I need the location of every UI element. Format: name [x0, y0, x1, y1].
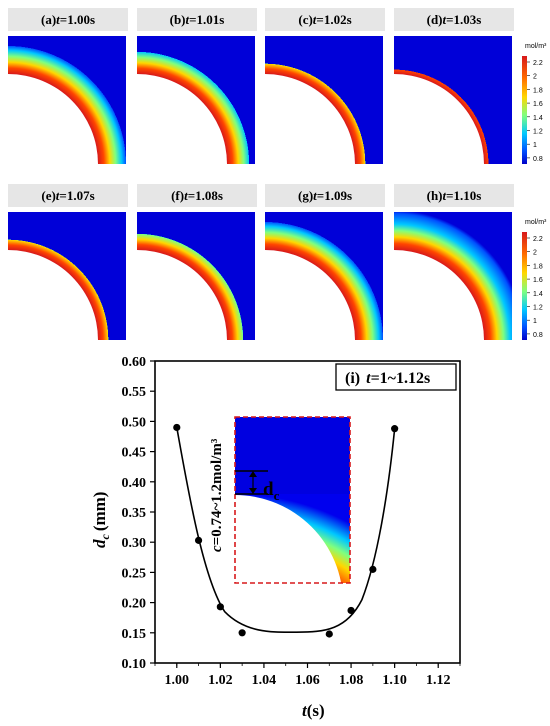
heatmap-panel: (g)t=1.09s [265, 184, 385, 340]
colorbar-tick-label: 1.4 [533, 291, 543, 298]
y-tick-label: 0.25 [122, 566, 147, 581]
y-tick-label: 0.35 [122, 506, 147, 521]
inset-concentration-label: c=0.74~1.2mol/m³ [209, 438, 225, 552]
x-tick-label: 1.04 [252, 673, 277, 688]
droplet-region [394, 250, 484, 340]
panel-header [394, 8, 514, 31]
panel-title: (e)t=1.07s [41, 188, 94, 203]
colorbar-tick-label: 0.8 [533, 156, 543, 163]
y-tick-label: 0.40 [122, 476, 147, 491]
x-axis-label: t(s) [302, 701, 325, 720]
data-point [194, 536, 203, 544]
inset-heatmap: dc c=0.74~1.2mol/m³ [209, 416, 351, 584]
colorbar-tick-label: 2.2 [533, 236, 543, 243]
colorbar-tick-label: 0.8 [533, 332, 543, 339]
panel-title: (d)t=1.03s [427, 12, 482, 27]
droplet-region [137, 250, 227, 340]
heatmap-panel: (a)t=1.00s [8, 8, 128, 164]
y-tick-label: 0.55 [122, 385, 147, 400]
data-point [238, 629, 246, 637]
colorbar-tick-label: 1 [533, 318, 537, 325]
colorbar-tick-label: 1.2 [533, 305, 543, 312]
colorbar-tick-label: 1.6 [533, 101, 543, 108]
data-point [325, 630, 333, 638]
x-tick-label: 1.06 [295, 673, 320, 688]
chart-title-box [335, 363, 457, 391]
y-tick-label: 0.60 [122, 355, 147, 370]
heatmap-panels: (a)t=1.00s (b)t=1.01s (c)t=1.02s (d)t=1.03s… [8, 8, 514, 340]
panel-header [394, 184, 514, 207]
heatmap-panel: (h)t=1.10s [394, 184, 514, 340]
panel-header [8, 8, 128, 31]
heatmap-panel: (b)t=1.01s [137, 8, 257, 164]
dc-vs-time-chart: 1.00 1.02 1.04 1.06 1.08 1.10 1.12 0.10 0.15 0.20… [90, 355, 461, 720]
y-tick-label: 0.10 [122, 657, 147, 672]
data-point [173, 423, 181, 432]
data-point [369, 565, 377, 573]
colorbar-tick-label: 2.2 [533, 60, 543, 67]
chart-title: (i) t=1~1.12s [345, 370, 430, 387]
panel-header [265, 184, 385, 207]
colorbar-tick-label: 1.6 [533, 277, 543, 284]
x-tick-label: 1.08 [339, 673, 364, 688]
panel-title: (a)t=1.00s [41, 12, 95, 27]
droplet-region [394, 74, 484, 164]
data-point [347, 606, 355, 615]
colorbars: mol/m³ 2.2 2 1.8 1.6 1.4 1.2 1 0.8 mol/m³ 2.2 2 1.8 1… [522, 43, 547, 340]
panel-title: (g)t=1.09s [298, 188, 352, 203]
colorbar-tick-label: 1.8 [533, 87, 543, 94]
droplet-region [8, 74, 98, 164]
colorbar-tick-label: 1.2 [533, 129, 543, 136]
panel-header [265, 8, 385, 31]
colorbar-unit: mol/m³ [525, 219, 547, 226]
panel-title: (c)t=1.02s [298, 12, 351, 27]
x-tick-label: 1.00 [165, 673, 190, 688]
inset-border [234, 416, 351, 584]
colorbar-scale [522, 56, 527, 164]
x-tick-label: 1.02 [208, 673, 233, 688]
panel-title: (f)t=1.08s [171, 188, 223, 203]
droplet-region [265, 250, 355, 340]
series-layer [173, 423, 399, 638]
data-point [216, 603, 224, 611]
panel-header [8, 184, 128, 207]
heatmap-panel: (e)t=1.07s [8, 184, 128, 340]
heatmap-panel: (c)t=1.02s [265, 8, 385, 164]
y-tick-label: 0.15 [122, 627, 147, 642]
panel-title: (h)t=1.10s [427, 188, 482, 203]
heatmap-panel: (d)t=1.03s [394, 8, 514, 164]
droplet-region [265, 74, 355, 164]
colorbar-unit: mol/m³ [525, 43, 547, 50]
droplet-region [8, 250, 98, 340]
colorbar-tick-label: 2 [533, 250, 537, 257]
colorbar: mol/m³ 2.2 2 1.8 1.6 1.4 1.2 1 0.8 [522, 219, 547, 340]
y-tick-label: 0.45 [122, 446, 147, 461]
droplet-region [137, 74, 227, 164]
panel-title: (b)t=1.01s [170, 12, 225, 27]
y-axis-label: dc(mm) [90, 492, 112, 548]
panel-header [137, 184, 257, 207]
dc-marker-label: dc [263, 479, 280, 503]
colorbar-tick-label: 2 [533, 74, 537, 81]
heatmap-panel: (f)t=1.08s [137, 184, 257, 340]
y-tick-label: 0.50 [122, 415, 147, 430]
y-tick-label: 0.30 [122, 536, 147, 551]
colorbar: mol/m³ 2.2 2 1.8 1.6 1.4 1.2 1 0.8 [522, 43, 547, 164]
colorbar-tick-label: 1 [533, 142, 537, 149]
x-tick-label: 1.12 [426, 673, 451, 688]
panel-header [137, 8, 257, 31]
axis-ticks: 1.00 1.02 1.04 1.06 1.08 1.10 1.12 0.10 0.15 0.20… [122, 355, 461, 688]
data-point [391, 425, 399, 433]
x-tick-label: 1.10 [382, 673, 407, 688]
y-tick-label: 0.20 [122, 597, 147, 612]
colorbar-tick-label: 1.8 [533, 263, 543, 270]
colorbar-scale [522, 232, 527, 340]
fit-curve [175, 427, 396, 634]
colorbar-tick-label: 1.4 [533, 115, 543, 122]
